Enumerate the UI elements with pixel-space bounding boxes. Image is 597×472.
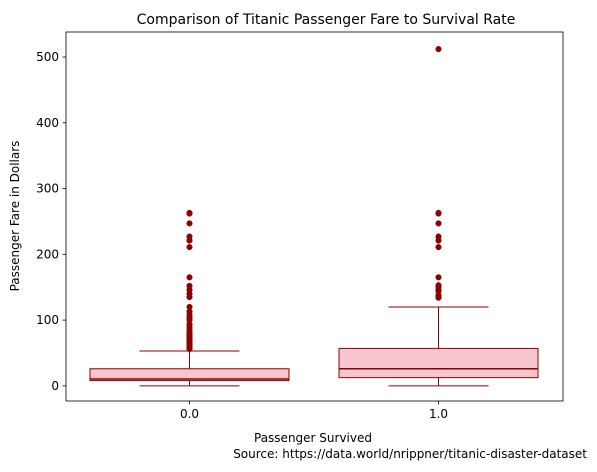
outlier-point	[186, 303, 193, 310]
x-axis-label: Passenger Survived	[254, 431, 372, 445]
outlier-point	[186, 282, 193, 289]
plot-area-frame	[65, 31, 564, 402]
outlier-point	[435, 244, 442, 251]
iqr-box	[89, 368, 290, 382]
y-tick-label: 400	[36, 116, 59, 130]
source-note: Source: https://data.world/nrippner/tita…	[233, 447, 587, 461]
outlier-point	[435, 274, 442, 281]
outlier-point	[186, 233, 193, 240]
y-tick-label: 100	[36, 313, 59, 327]
y-tick-label: 500	[36, 50, 59, 64]
box-group	[89, 209, 290, 387]
x-axis: 0.0 1.0	[180, 401, 448, 421]
outlier-point	[435, 46, 442, 53]
outlier-point	[186, 209, 193, 216]
x-tick-label: 1.0	[429, 407, 448, 421]
plot-layer	[89, 46, 539, 387]
outlier-point	[435, 282, 442, 289]
box-group	[338, 46, 539, 387]
y-tick-label: 200	[36, 247, 59, 261]
chart-title: Comparison of Titanic Passenger Fare to …	[137, 12, 516, 28]
outlier-point	[186, 274, 193, 281]
y-axis: 0 100 200 300 400 500	[36, 50, 66, 393]
iqr-box	[338, 347, 539, 379]
outlier-point	[435, 233, 442, 240]
outlier-point	[435, 220, 442, 227]
x-tick-label: 0.0	[180, 407, 199, 421]
outlier-point	[186, 244, 193, 251]
outlier-point	[435, 209, 442, 216]
y-tick-label: 300	[36, 182, 59, 196]
outlier-point	[186, 220, 193, 227]
y-tick-label: 0	[51, 379, 59, 393]
y-axis-label: Passenger Fare in Dollars	[8, 141, 22, 292]
